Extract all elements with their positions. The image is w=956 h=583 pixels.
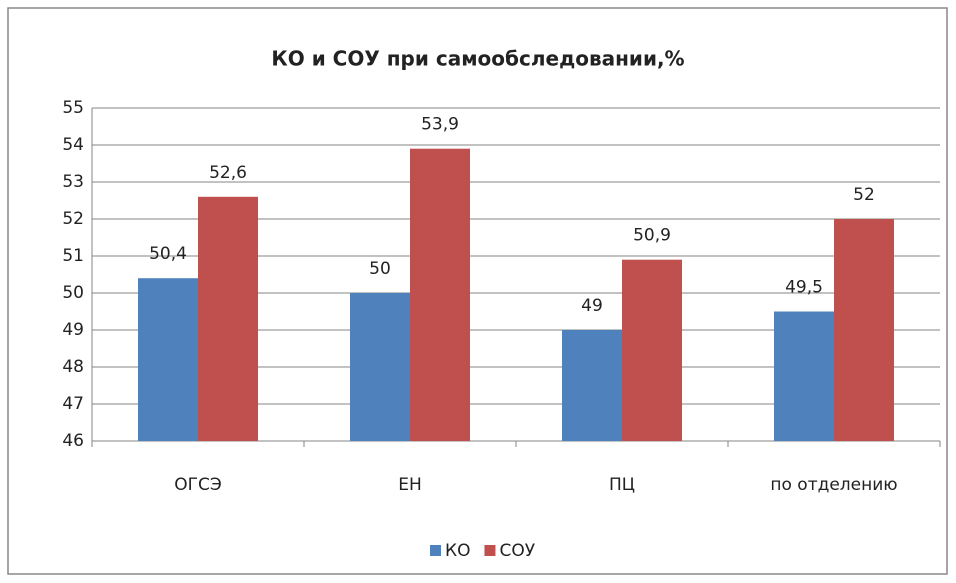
x-tick-label: ЕН	[398, 475, 422, 495]
y-tick-label: 53	[62, 172, 84, 192]
y-tick-label: 51	[62, 246, 84, 266]
bar	[198, 196, 258, 441]
data-label: 52	[853, 185, 875, 205]
y-tick-label: 49	[62, 320, 84, 340]
data-label: 52,6	[209, 163, 247, 183]
y-tick-label: 50	[62, 283, 84, 303]
chart-title: КО и СОУ при самообследовании,%	[271, 47, 684, 71]
legend-label: КО	[445, 541, 470, 561]
y-tick-label: 46	[62, 431, 84, 451]
y-tick-label: 48	[62, 357, 84, 377]
data-label: 50,9	[633, 226, 671, 246]
bar	[834, 219, 894, 441]
bar	[562, 330, 622, 441]
x-tick-label: ПЦ	[609, 475, 635, 495]
bar	[622, 259, 682, 441]
bar	[138, 278, 198, 441]
legend-label: СОУ	[499, 541, 535, 561]
bar	[410, 148, 470, 441]
data-label: 50,4	[149, 244, 187, 264]
data-label: 50	[369, 259, 391, 279]
bar	[774, 311, 834, 441]
y-tick-label: 54	[62, 135, 84, 155]
data-label: 53,9	[421, 115, 459, 135]
data-label: 49,5	[785, 278, 823, 298]
legend-swatch	[484, 545, 496, 556]
data-label: 49	[581, 296, 603, 316]
y-tick-label: 52	[62, 209, 84, 229]
y-tick-label: 47	[62, 394, 84, 414]
legend-swatch	[430, 545, 441, 556]
x-tick-label: по отделению	[770, 475, 897, 495]
x-tick-label: ОГСЭ	[174, 475, 222, 495]
y-tick-label: 55	[62, 98, 84, 118]
bar	[350, 293, 410, 441]
